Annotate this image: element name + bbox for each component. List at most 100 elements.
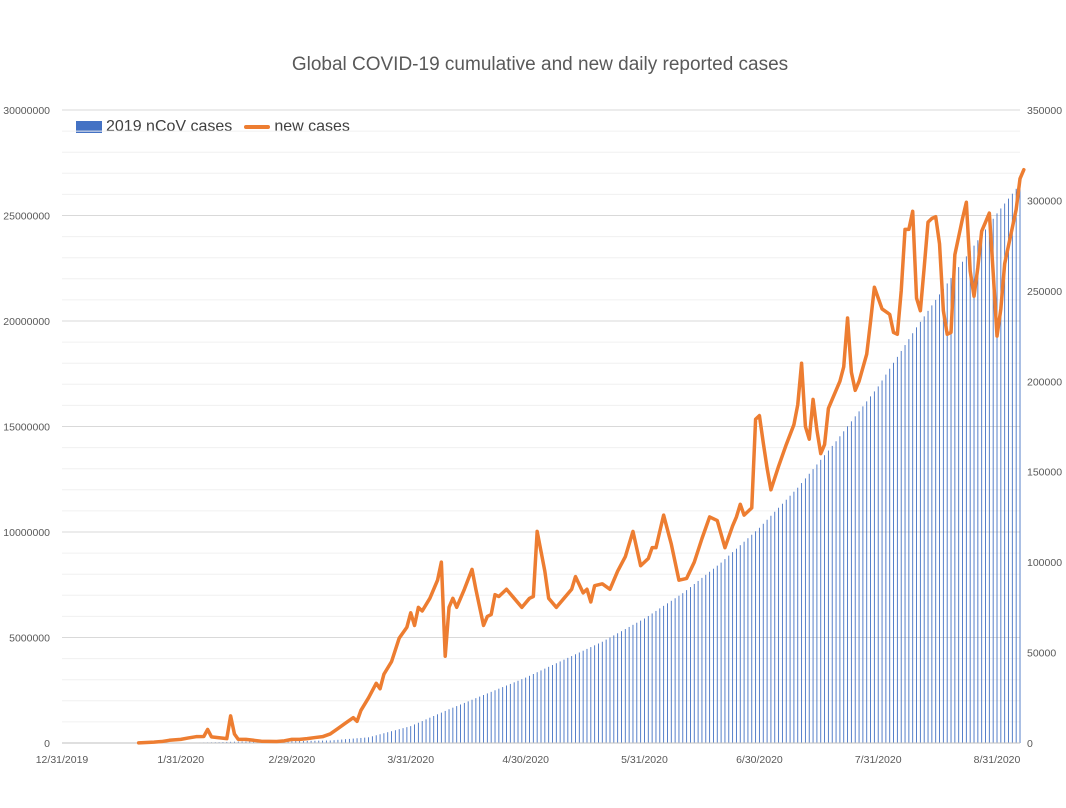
y-right-tick-label: 300000 [1027,195,1062,207]
cumulative-bar [965,256,967,743]
cumulative-bar [881,380,883,743]
cumulative-bar [460,704,461,743]
cumulative-bar [847,426,849,743]
cumulative-bar [356,738,358,743]
cumulative-bar [333,740,335,743]
cumulative-bar [314,740,316,743]
cumulative-bar [379,734,381,743]
y-right-tick-label: 350000 [1027,105,1062,117]
cumulative-bar [509,683,511,743]
cumulative-bar [743,541,745,743]
cumulative-bar [870,396,871,743]
cumulative-bar [843,431,845,743]
cumulative-bar [302,740,304,743]
cumulative-bar [368,737,370,743]
cumulative-bar [249,741,251,743]
cumulative-bar [751,534,753,743]
cumulative-bar [230,741,232,743]
cumulative-bar [513,682,515,743]
x-tick-label: 2/29/2020 [269,754,316,766]
cumulative-bar [475,698,477,743]
cumulative-bar [329,740,331,743]
cumulative-bar [640,620,642,743]
x-tick-label: 12/31/2019 [36,754,89,766]
cumulative-bar [440,712,442,743]
cumulative-bar [667,603,668,743]
cumulative-bar [985,229,986,743]
cumulative-bar [992,218,994,743]
cumulative-bar [919,321,921,743]
legend-swatch-line [244,125,271,129]
cumulative-bar [226,741,228,743]
cumulative-bar [387,732,389,743]
x-tick-label: 7/31/2020 [855,754,902,766]
cumulative-bar [647,615,649,743]
cumulative-bars [138,183,1021,744]
cumulative-bar [621,631,622,743]
cumulative-bar [483,695,484,743]
cumulative-bar [801,483,803,743]
y-axis-right-ticks: 0 50000 100000 150000 200000 250000 300000 3500… [1027,105,1062,750]
cumulative-bar [601,641,603,743]
cumulative-bar [866,401,868,743]
cumulative-bar [954,272,956,743]
cumulative-bar [686,590,688,743]
x-tick-label: 4/30/2020 [502,754,549,766]
cumulative-bar [820,459,822,743]
cumulative-bar [1004,203,1006,744]
cumulative-bar [693,584,695,743]
cumulative-bar [712,568,714,743]
cumulative-bar [835,441,837,743]
cumulative-bar [923,316,925,743]
cumulative-bar [448,709,450,743]
cumulative-bar [962,261,963,743]
cumulative-bar [793,491,795,743]
cumulative-bar [659,608,661,743]
cumulative-bar [789,495,791,743]
cumulative-bar [605,639,607,743]
cumulative-bar [345,739,347,743]
cumulative-bar [536,672,538,743]
cumulative-bar [490,691,492,743]
cumulative-bar [375,735,377,743]
cumulative-bar [582,650,584,743]
x-axis-ticks: 12/31/2019 1/31/2020 2/29/2020 3/31/2020 4/3… [36,754,1021,766]
cumulative-bar [977,240,979,744]
cumulative-bar [456,706,458,743]
cumulative-bar [383,733,385,743]
cumulative-bar [720,562,722,743]
cumulative-bar [862,406,864,743]
cumulative-bar [824,455,826,743]
cumulative-bar [529,675,530,743]
cumulative-bar [873,391,875,743]
cumulative-bar [900,350,902,743]
legend-swatch-bar [76,121,102,133]
cumulative-bar [590,647,592,743]
cumulative-bar [245,741,247,743]
cumulative-bar [548,666,550,743]
cumulative-bar [306,740,308,743]
cumulative-bar [774,511,776,743]
cumulative-bar [525,677,527,743]
cumulative-bar [421,721,423,743]
cumulative-bar [904,345,906,743]
cumulative-bar [896,356,898,743]
y-left-tick-label: 30000000 [3,105,50,117]
cumulative-bar [935,299,937,743]
cumulative-bar [544,668,546,743]
cumulative-bar [613,635,615,743]
cumulative-bar [628,626,630,743]
cumulative-bar [939,294,940,743]
cumulative-bar [398,729,400,743]
cumulative-bar [877,386,879,743]
y-left-tick-label: 25000000 [3,211,50,223]
cumulative-bar [651,613,653,743]
cumulative-bar [322,740,324,743]
cumulative-bar [735,548,737,743]
cumulative-bar [831,445,833,743]
cumulative-bar [287,741,289,743]
x-tick-label: 8/31/2020 [974,754,1021,766]
cumulative-bar [1008,198,1009,743]
y-right-tick-label: 100000 [1027,557,1062,569]
cumulative-bar [506,685,507,743]
